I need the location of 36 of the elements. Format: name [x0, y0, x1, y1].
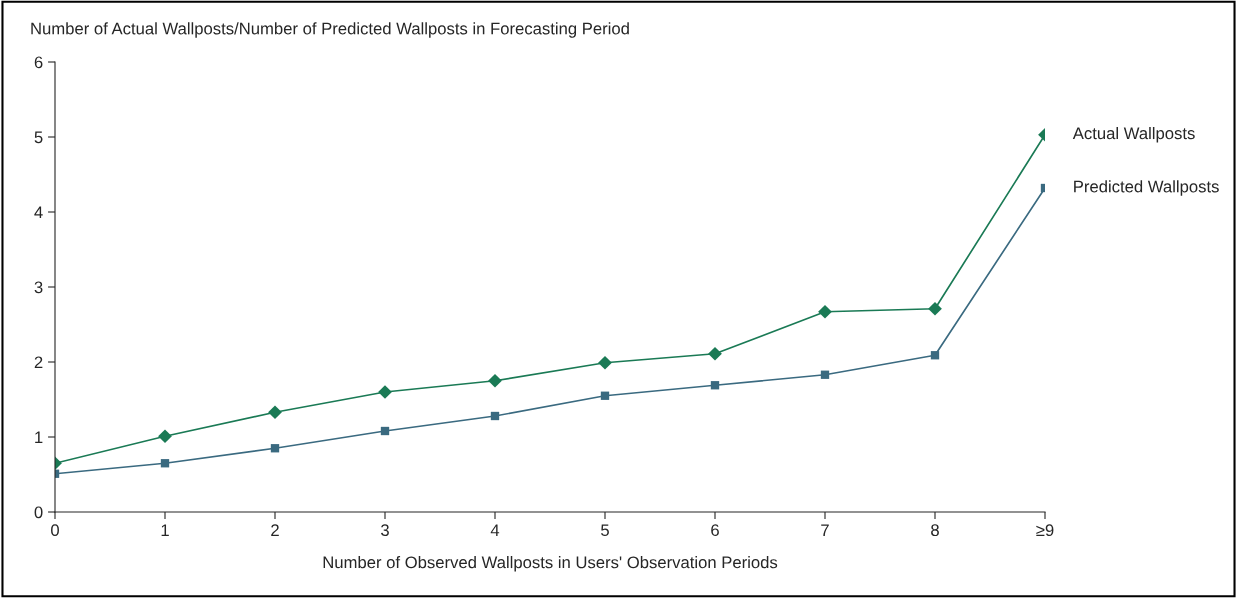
y-axis-title: Number of Actual Wallposts/Number of Predicted Wallposts in Forecasting Period: [31, 22, 629, 38]
point: [158, 429, 172, 444]
y-tick-label: 3: [34, 281, 43, 294]
point: [710, 381, 720, 390]
y-tick-label: 5: [34, 131, 43, 144]
y-tick-label: 2: [34, 356, 43, 369]
x-tick-label: 5: [601, 524, 609, 537]
y-tick-label: 1: [35, 431, 43, 444]
point: [160, 459, 170, 468]
x-tick-label: 4: [490, 524, 500, 536]
x-tick-label: 3: [381, 524, 389, 537]
point: [490, 411, 500, 421]
point: [818, 304, 832, 319]
y-tick-label: 4: [34, 206, 43, 219]
point: [270, 444, 280, 453]
point: [598, 355, 612, 370]
x-tick-label: 7: [821, 524, 829, 536]
point: [928, 301, 942, 316]
y-tick-label: 6: [34, 56, 43, 69]
point: [380, 426, 390, 436]
x-tick-label: 2: [271, 524, 279, 536]
y-tick-label: 0: [34, 506, 43, 519]
x-tick-label: ≥9: [1036, 524, 1054, 537]
x-tick-label: 1: [161, 524, 169, 536]
series-label: Actual Wallposts: [1072, 126, 1195, 143]
point: [930, 351, 940, 360]
point: [708, 346, 722, 361]
series-label: Predicted Wallposts: [1074, 180, 1219, 196]
x-tick-label: 6: [711, 524, 719, 537]
point: [820, 370, 830, 379]
point: [600, 391, 610, 400]
point: [488, 373, 502, 388]
x-axis-title: Number of Observed Wallposts in Users' Observation Periods: [323, 556, 778, 572]
x-tick-label: 8: [931, 524, 939, 537]
point: [268, 405, 282, 420]
x-tick-label: 0: [51, 524, 59, 537]
